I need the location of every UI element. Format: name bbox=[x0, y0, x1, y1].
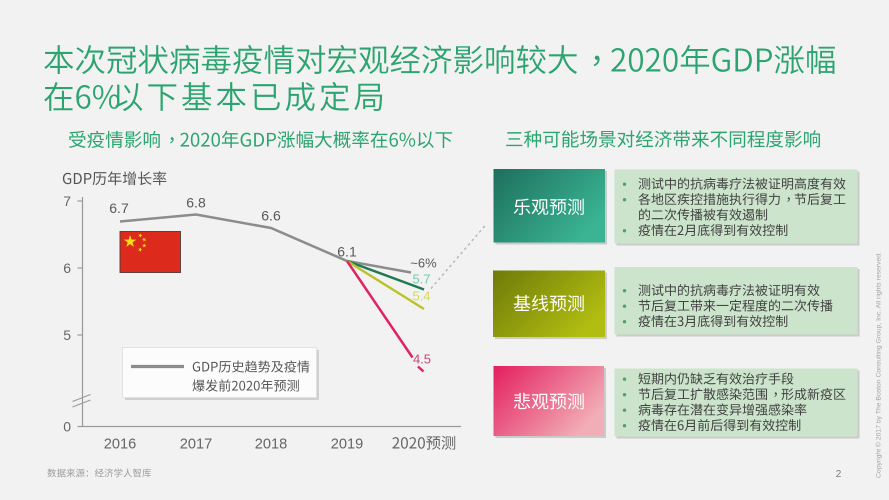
svg-text:2018: 2018 bbox=[255, 437, 287, 453]
svg-text:0: 0 bbox=[63, 419, 71, 435]
svg-text:2: 2 bbox=[836, 469, 842, 480]
svg-text:5: 5 bbox=[63, 327, 71, 343]
svg-text:2017: 2017 bbox=[180, 437, 212, 453]
svg-text:6.1: 6.1 bbox=[337, 244, 357, 260]
svg-text:2019: 2019 bbox=[331, 437, 363, 453]
svg-text:5.4: 5.4 bbox=[412, 289, 430, 304]
svg-text:6.7: 6.7 bbox=[109, 200, 129, 216]
svg-text:6.6: 6.6 bbox=[261, 208, 281, 224]
svg-text:Copyright © 2017 by The Boston: Copyright © 2017 by The Boston Consultin… bbox=[875, 252, 883, 478]
svg-text:6.8: 6.8 bbox=[186, 195, 206, 211]
svg-text:~6%: ~6% bbox=[410, 256, 437, 271]
svg-text:2016: 2016 bbox=[104, 437, 136, 453]
svg-text:4.5: 4.5 bbox=[413, 352, 431, 367]
svg-text:7: 7 bbox=[63, 193, 71, 209]
svg-text:6: 6 bbox=[63, 260, 71, 276]
svg-text:5.7: 5.7 bbox=[412, 272, 430, 287]
